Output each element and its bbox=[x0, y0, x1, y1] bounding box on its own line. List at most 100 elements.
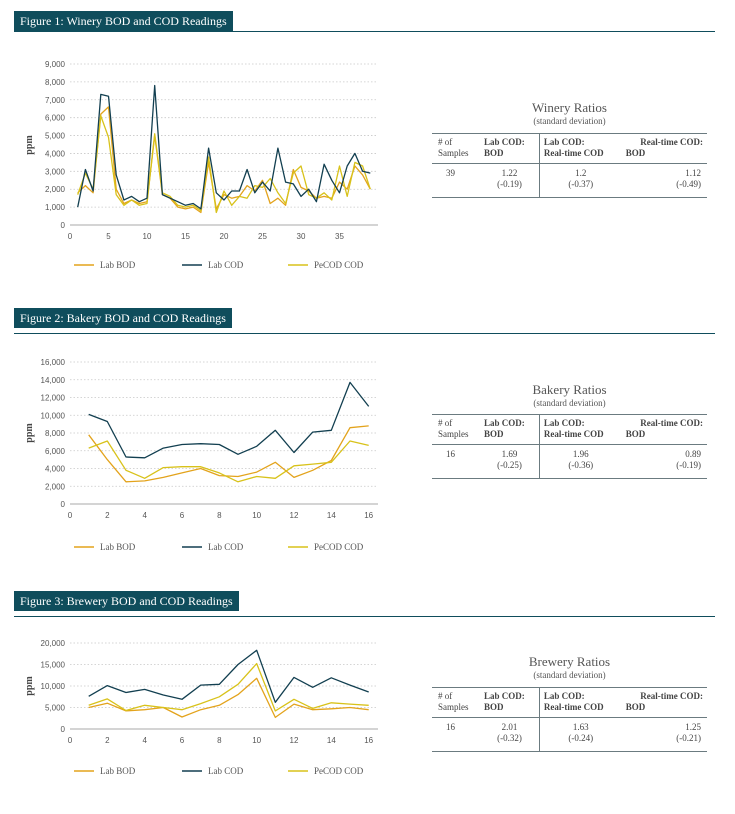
header-col3-line2: BOD bbox=[625, 148, 646, 158]
figure-title: Figure 3: Brewery BOD and COD Readings bbox=[14, 591, 239, 611]
cell-lab-cod-bod: 1.22 (-0.19) bbox=[480, 164, 539, 198]
cell-value: 0.89 bbox=[685, 449, 701, 459]
y-tick-label: 1,000 bbox=[45, 203, 66, 212]
y-tick-label: 7,000 bbox=[45, 96, 66, 105]
series-line-lab-bod bbox=[88, 425, 369, 483]
ratios-subtitle: (standard deviation) bbox=[533, 116, 606, 126]
cell-value: 1.22 bbox=[501, 168, 518, 178]
header-col2-line2: Real-time COD bbox=[543, 148, 604, 158]
x-tick-label: 6 bbox=[180, 511, 185, 520]
header-realtime-cod-bod: Real-time COD: BOD bbox=[622, 415, 707, 445]
y-tick-label: 8,000 bbox=[45, 429, 66, 438]
cell-value: 1.63 bbox=[572, 722, 589, 732]
y-tick-label: 4,000 bbox=[45, 465, 66, 474]
bakery-chart: 0 2,000 4,000 6,000 8,000 10,000 12,000 14,000 1… bbox=[24, 358, 378, 552]
series-line-pecod-cod bbox=[88, 662, 369, 712]
header-samples-line1: # of bbox=[438, 137, 453, 147]
x-tick-label: 0 bbox=[68, 736, 73, 745]
cell-sd: (-0.32) bbox=[497, 733, 522, 743]
header-lab-cod-bod: Lab COD: BOD bbox=[480, 134, 539, 164]
y-tick-label: 14,000 bbox=[41, 376, 66, 385]
x-tick-label: 5 bbox=[106, 232, 111, 241]
cell-sd: (-0.36) bbox=[568, 460, 594, 470]
header-lab-cod-realtime: Lab COD: Real-time COD bbox=[538, 687, 622, 718]
cell-samples: 16 bbox=[446, 722, 455, 732]
cell-lab-cod-bod: 2.01 (-0.32) bbox=[480, 718, 539, 752]
ratios-table: # of Samples Lab COD: BOD Lab COD: Real-tim… bbox=[432, 687, 707, 752]
y-tick-label: 4,000 bbox=[45, 149, 66, 158]
x-tick-label: 6 bbox=[180, 736, 185, 745]
cell-realtime-cod-bod: 1.25 (-0.21) bbox=[622, 718, 707, 752]
x-tick-label: 10 bbox=[252, 736, 261, 745]
header-samples: # of Samples bbox=[432, 415, 480, 445]
table-header-row: # of Samples Lab COD: BOD Lab COD: Real-tim… bbox=[432, 133, 707, 164]
x-tick-label: 0 bbox=[68, 232, 73, 241]
x-tick-label: 10 bbox=[143, 232, 152, 241]
x-tick-label: 12 bbox=[290, 736, 299, 745]
header-lab-cod-realtime: Lab COD: Real-time COD bbox=[538, 414, 622, 445]
y-tick-label: 12,000 bbox=[41, 394, 66, 403]
header-col2-line1: Lab COD: bbox=[543, 137, 585, 147]
cell-value: 1.12 bbox=[685, 168, 701, 178]
legend-label: Lab COD bbox=[208, 260, 244, 270]
legend-label: Lab COD bbox=[208, 542, 244, 552]
cell-realtime-cod-bod: 0.89 (-0.19) bbox=[622, 445, 707, 479]
y-tick-label: 5,000 bbox=[45, 704, 66, 713]
series-line-pecod-cod bbox=[88, 440, 369, 483]
x-tick-label: 4 bbox=[142, 736, 147, 745]
y-tick-label: 5,000 bbox=[45, 132, 66, 141]
y-tick-label: 6,000 bbox=[45, 447, 66, 456]
header-col3-line1: Real-time COD: bbox=[640, 418, 703, 428]
figure-title: Figure 1: Winery BOD and COD Readings bbox=[14, 11, 233, 31]
header-samples: # of Samples bbox=[432, 688, 480, 718]
header-col3-line2: BOD bbox=[625, 702, 646, 712]
ratios-subtitle: (standard deviation) bbox=[533, 398, 606, 408]
y-axis-label: ppm bbox=[24, 135, 35, 155]
x-tick-label: 14 bbox=[327, 736, 336, 745]
header-col3-line2: BOD bbox=[625, 429, 646, 439]
legend-label: PeCOD COD bbox=[314, 260, 364, 270]
header-col2-line1: Lab COD: bbox=[543, 418, 585, 428]
legend-label: Lab BOD bbox=[100, 542, 136, 552]
y-tick-label: 16,000 bbox=[41, 358, 66, 367]
y-tick-label: 6,000 bbox=[45, 114, 66, 123]
series-line-lab-cod bbox=[88, 381, 370, 459]
x-tick-label: 16 bbox=[364, 511, 373, 520]
header-lab-cod-bod: Lab COD: BOD bbox=[480, 415, 539, 445]
header-lab-cod-realtime: Lab COD: Real-time COD bbox=[538, 133, 622, 164]
x-tick-label: 35 bbox=[335, 232, 344, 241]
cell-samples: 39 bbox=[446, 168, 455, 178]
y-tick-label: 0 bbox=[61, 221, 66, 230]
header-samples-line1: # of bbox=[438, 418, 453, 428]
y-tick-label: 20,000 bbox=[41, 639, 66, 648]
header-col3-line1: Real-time COD: bbox=[640, 691, 703, 701]
cell-sd: (-0.25) bbox=[497, 460, 522, 470]
series-line-lab-bod bbox=[77, 106, 371, 214]
cell-lab-cod-realtime: 1.63 (-0.24) bbox=[538, 717, 622, 752]
ratios-table: # of Samples Lab COD: BOD Lab COD: Real-tim… bbox=[432, 414, 707, 479]
x-tick-label: 4 bbox=[142, 511, 147, 520]
figure-rule bbox=[14, 333, 715, 334]
cell-lab-cod-realtime: 1.96 (-0.36) bbox=[538, 444, 622, 479]
y-tick-label: 10,000 bbox=[41, 411, 66, 420]
x-tick-label: 0 bbox=[68, 511, 73, 520]
x-tick-label: 10 bbox=[252, 511, 261, 520]
series-line-pecod-cod bbox=[77, 115, 371, 214]
x-tick-label: 16 bbox=[364, 736, 373, 745]
ratios-title: Winery Ratios bbox=[532, 100, 607, 115]
cell-value: 1.69 bbox=[501, 449, 518, 459]
cell-sd: (-0.49) bbox=[676, 179, 701, 189]
cell-sd: (-0.37) bbox=[568, 179, 594, 189]
header-samples-line2: Samples bbox=[438, 148, 469, 158]
table-header-row: # of Samples Lab COD: BOD Lab COD: Real-tim… bbox=[432, 687, 707, 718]
x-tick-label: 8 bbox=[217, 736, 222, 745]
y-tick-label: 8,000 bbox=[45, 78, 66, 87]
header-realtime-cod-bod: Real-time COD: BOD bbox=[622, 134, 707, 164]
y-tick-label: 0 bbox=[61, 725, 66, 734]
figure-rule bbox=[14, 31, 715, 32]
x-tick-label: 20 bbox=[220, 232, 229, 241]
header-col1-line1: Lab COD: bbox=[484, 691, 525, 701]
ratios-title: Brewery Ratios bbox=[528, 654, 611, 669]
x-tick-label: 12 bbox=[290, 511, 299, 520]
y-tick-label: 2,000 bbox=[45, 482, 66, 491]
